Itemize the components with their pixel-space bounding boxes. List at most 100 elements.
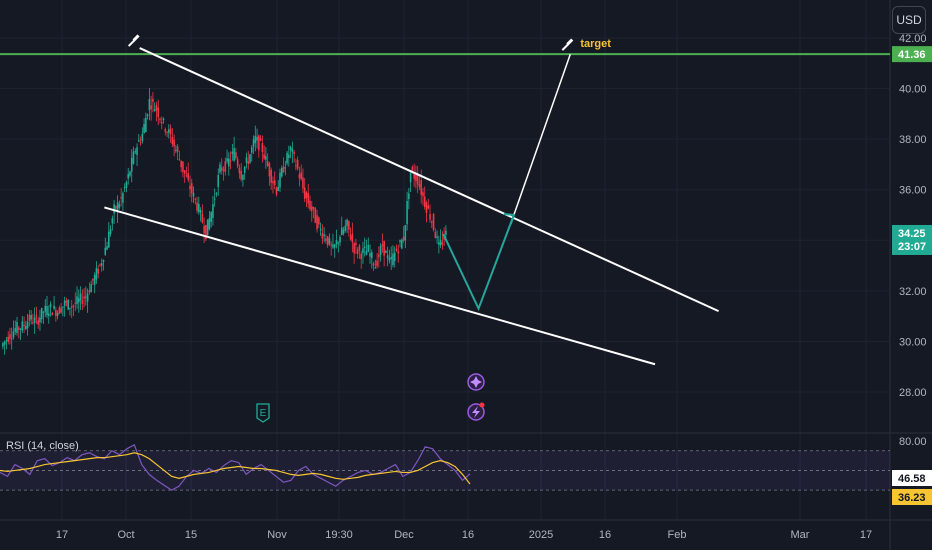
candle-body <box>390 256 392 260</box>
candle-body <box>296 159 299 169</box>
rsi-ma-value-tag-bg <box>892 489 932 505</box>
candle-body <box>26 321 29 329</box>
candle-body <box>378 254 380 258</box>
candle-body <box>411 166 414 171</box>
candle-body <box>173 139 175 147</box>
candle-body <box>300 172 302 180</box>
resistance-price-tag-bg <box>892 46 932 63</box>
earnings-glyph: E <box>260 408 267 419</box>
candle-body <box>21 321 24 331</box>
candle-body <box>99 264 101 266</box>
rsi-title: RSI (14, close) <box>6 440 79 452</box>
candle-body <box>381 244 384 247</box>
candle-body <box>436 236 438 238</box>
candle-body <box>314 208 317 223</box>
candle-body <box>90 284 92 293</box>
candle-body <box>355 243 357 246</box>
hammer-handle <box>561 43 570 51</box>
candle-body <box>229 160 232 162</box>
candle-body <box>425 202 428 213</box>
candle-body <box>220 167 223 171</box>
candle-body <box>307 193 310 204</box>
candle-body <box>393 252 396 262</box>
candle-body <box>85 296 87 298</box>
candle-body <box>28 314 31 321</box>
candle-body <box>162 118 165 120</box>
candle-body <box>208 217 211 230</box>
candle-body <box>104 247 107 255</box>
candle-body <box>249 154 251 163</box>
candle-body <box>86 293 89 302</box>
candle-body <box>97 269 100 274</box>
candle-body <box>397 251 400 254</box>
candle-body <box>205 225 207 239</box>
resistance-price-tag-text: 41.36 <box>898 49 926 61</box>
candle-body <box>344 225 347 231</box>
candle-body <box>339 237 341 243</box>
candle-body <box>441 242 444 245</box>
rsi-pane[interactable] <box>0 444 890 491</box>
candle-body <box>10 338 13 340</box>
candle-body <box>53 305 55 309</box>
candle-body <box>259 138 262 141</box>
rsi-value-tag-bg <box>892 470 932 486</box>
candle-body <box>25 325 27 330</box>
candle-body <box>293 152 295 154</box>
candle-body <box>438 242 440 245</box>
candle-body <box>106 246 108 250</box>
candle-body <box>203 225 205 234</box>
last-price-tag-text: 34.25 <box>898 228 926 240</box>
candle-body <box>14 328 17 332</box>
time-tick-label: 16 <box>462 529 474 541</box>
candle-body <box>420 180 423 195</box>
time-tick-label: Mar <box>791 529 810 541</box>
rsi-line <box>0 444 471 491</box>
candle-body <box>95 268 98 280</box>
candle-body <box>367 244 370 252</box>
candle-body <box>138 140 140 142</box>
candle-body <box>201 213 204 223</box>
candle-body <box>219 164 221 173</box>
drawings-layer[interactable]: target E <box>0 34 890 423</box>
currency-button[interactable]: USD <box>892 6 926 34</box>
candle-body <box>88 290 91 293</box>
candle-body <box>127 173 130 179</box>
candle-body <box>155 105 158 111</box>
candle-body <box>362 248 364 254</box>
candle-body <box>212 204 214 218</box>
candle-body <box>439 240 442 246</box>
last-price-tag-bg <box>892 224 932 255</box>
candle-body <box>282 166 285 173</box>
candle-body <box>318 217 320 225</box>
candle-body <box>130 157 133 172</box>
candle-body <box>263 154 265 159</box>
candle-body <box>346 219 348 226</box>
earnings-badge-icon: E <box>256 403 270 423</box>
candle-body <box>286 152 288 164</box>
candle-body <box>233 148 235 161</box>
candle-body <box>408 193 410 200</box>
candle-body <box>116 202 119 213</box>
candle-body <box>406 201 408 225</box>
candle-body <box>122 193 124 203</box>
candle-body <box>231 151 234 154</box>
candle-body <box>206 219 209 236</box>
candle-body <box>141 133 144 142</box>
rsi-legend[interactable]: RSI (14, close) <box>6 440 79 452</box>
candle-body <box>302 177 304 189</box>
candle-body <box>270 169 272 183</box>
candle-body <box>183 170 186 174</box>
candle-body <box>62 306 64 308</box>
candle-body <box>136 147 138 155</box>
candle-body <box>409 172 412 183</box>
candle-body <box>305 192 308 199</box>
rsi-ma-line <box>0 452 471 485</box>
candle-body <box>146 114 149 117</box>
candle-body <box>2 343 4 347</box>
projected-path <box>442 214 515 312</box>
time-tick-label: 17 <box>56 529 68 541</box>
candle-body <box>37 320 39 325</box>
candle-body <box>434 231 437 238</box>
